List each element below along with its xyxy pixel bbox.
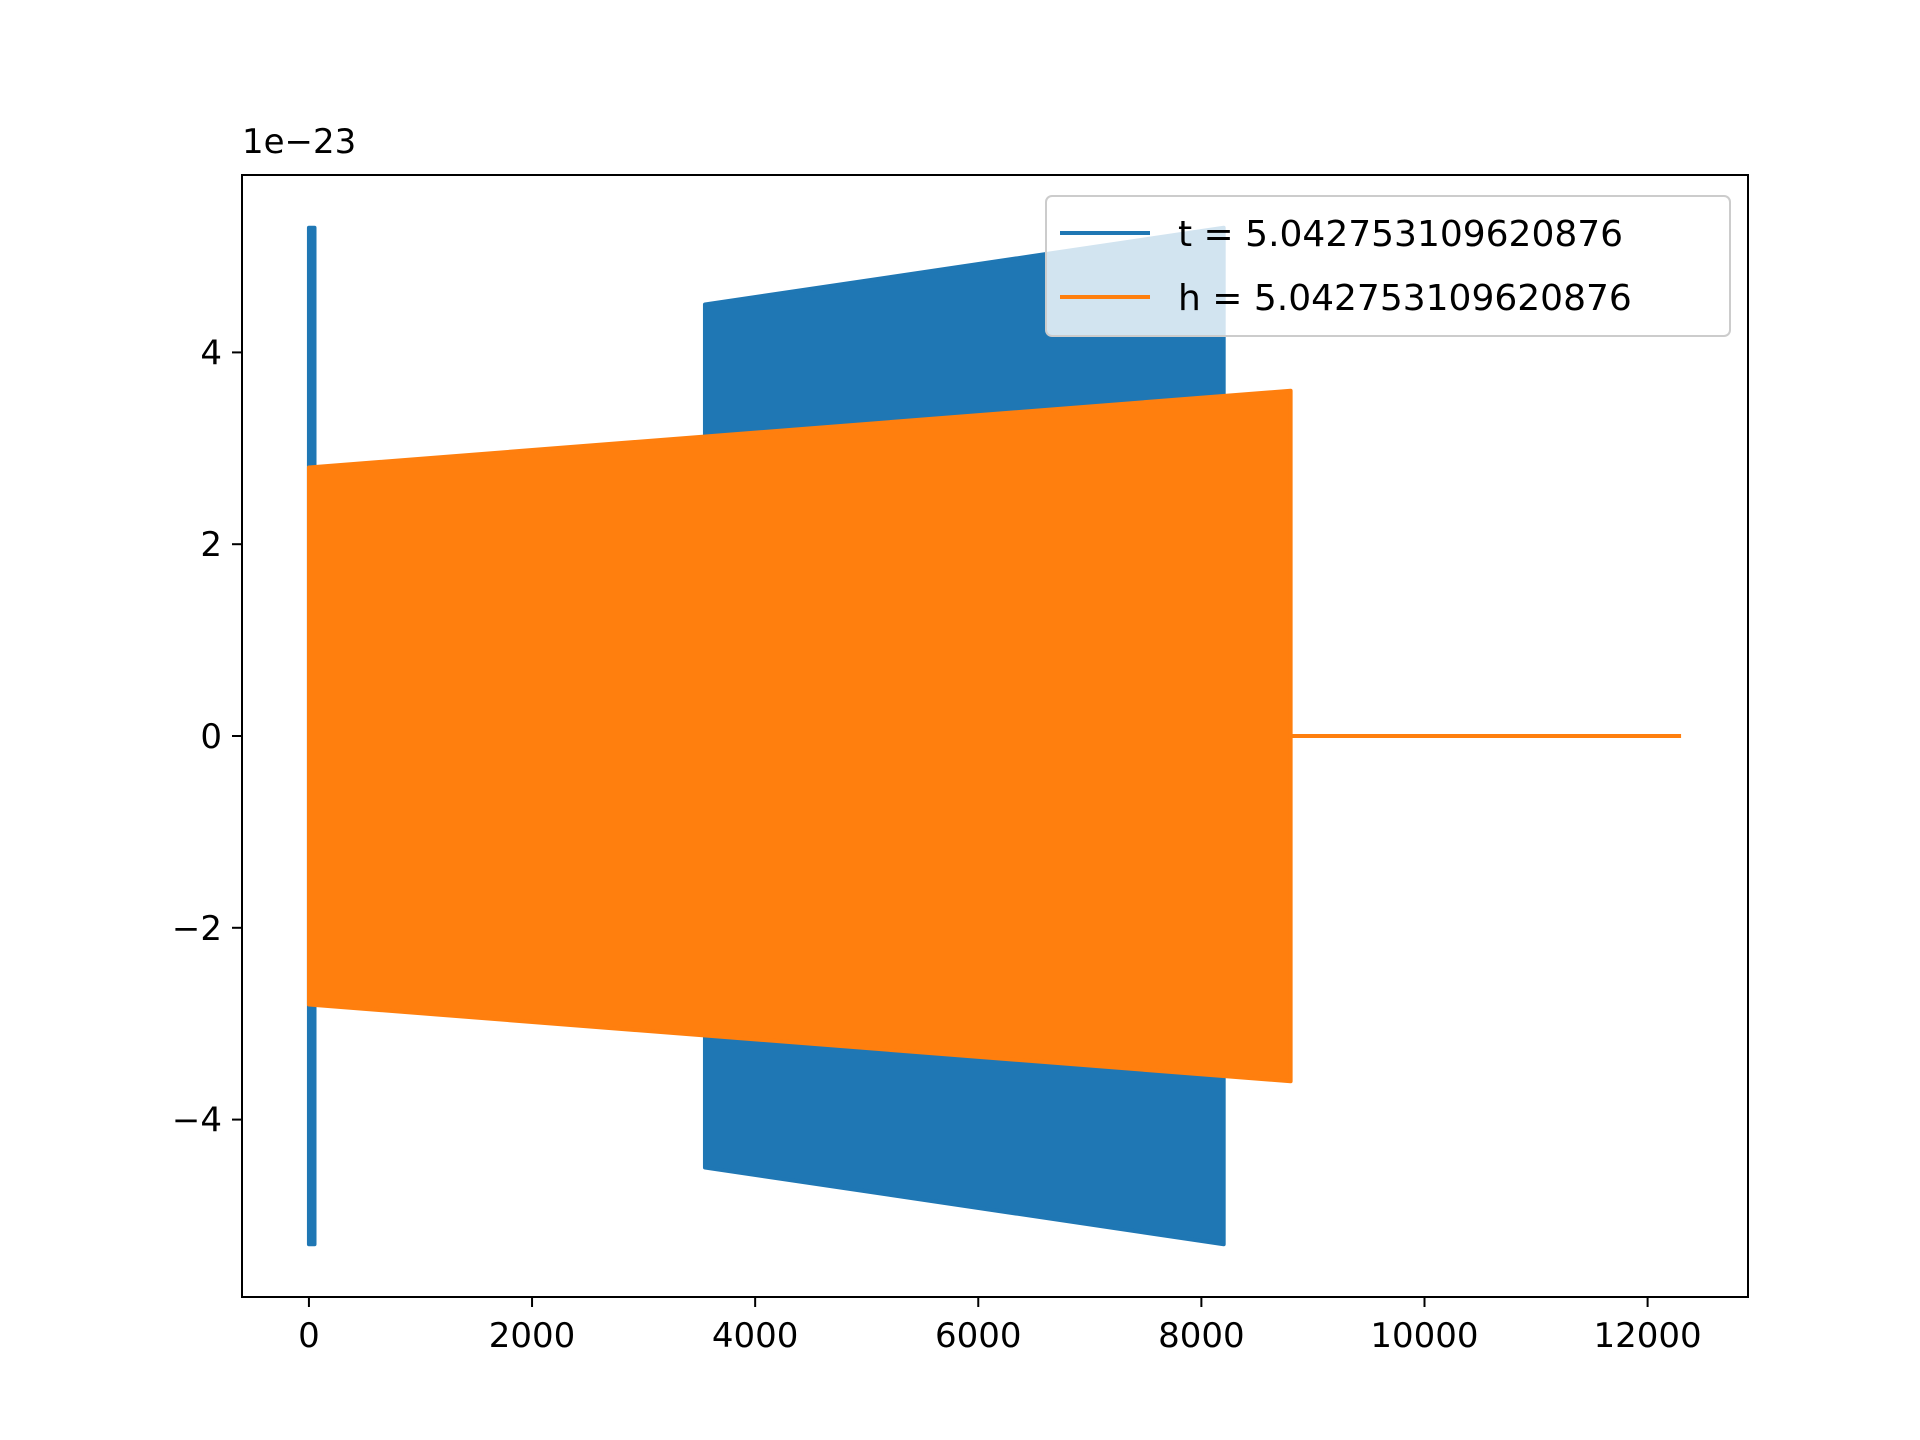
y-tick-label: −4 (172, 1101, 222, 1141)
x-tick-label: 6000 (935, 1316, 1022, 1356)
y-tick-label: 0 (200, 717, 222, 757)
plot-area (306, 225, 1682, 1247)
x-tick-label: 2000 (489, 1316, 576, 1356)
x-tick-label: 0 (298, 1316, 320, 1356)
x-axis: 0 2000 4000 6000 8000 10000 12000 (298, 1297, 1702, 1356)
x-tick-label: 4000 (712, 1316, 799, 1356)
x-tick-label: 12000 (1594, 1316, 1702, 1356)
legend-box (1045, 195, 1731, 337)
x-tick-label: 10000 (1370, 1316, 1478, 1356)
y-axis-offset-label: 1e−23 (242, 122, 356, 162)
y-tick-label: 2 (200, 525, 222, 565)
series-h (306, 388, 1682, 1084)
legend: t = 5.042753109620876 h = 5.0427531096208… (1045, 195, 1731, 337)
legend-label-t: t = 5.042753109620876 (1178, 214, 1623, 255)
y-tick-label: 4 (200, 333, 222, 373)
y-tick-label: −2 (172, 909, 222, 949)
x-tick-label: 8000 (1158, 1316, 1245, 1356)
legend-label-h: h = 5.042753109620876 (1178, 278, 1632, 319)
y-axis: 4 2 0 −2 −4 (172, 333, 242, 1141)
series-h-envelope-1 (306, 388, 1293, 1084)
